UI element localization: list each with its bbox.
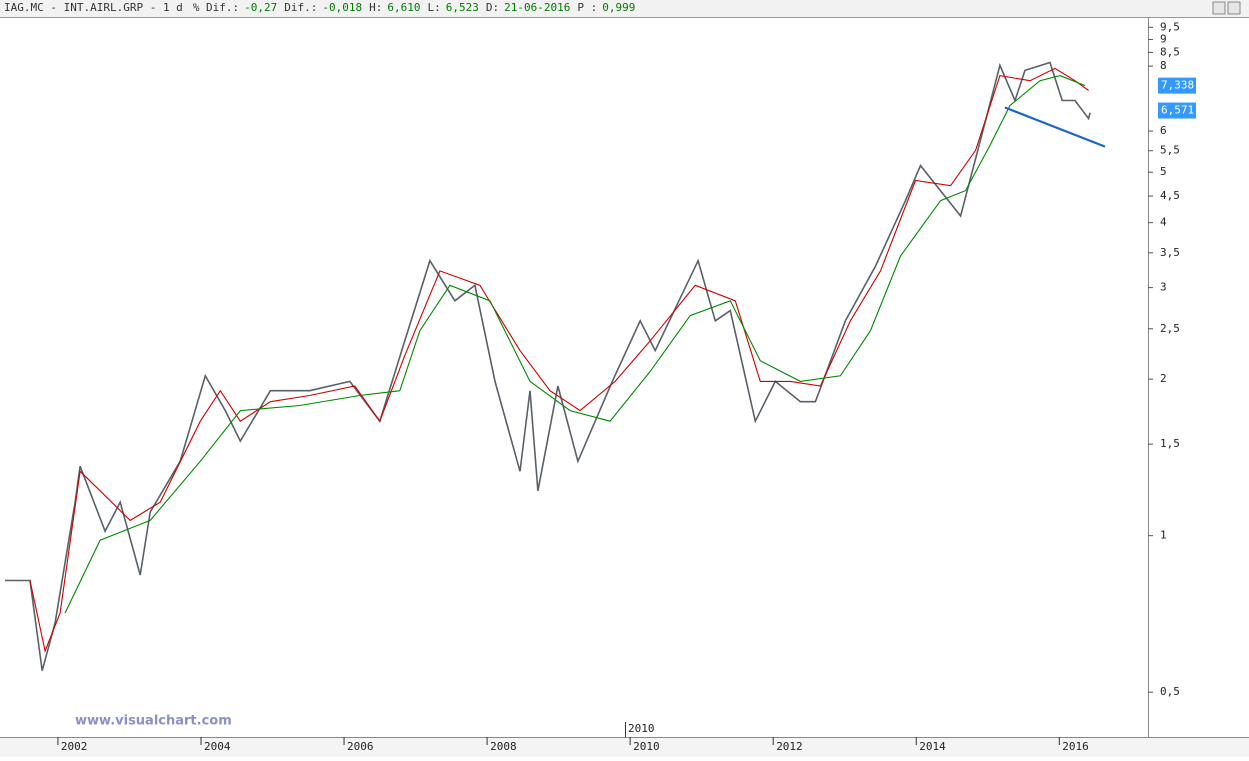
y-tick-label: 5	[1160, 165, 1167, 178]
x-tick-label: 2006	[347, 740, 374, 753]
field-label: Dif.:	[284, 1, 317, 14]
price-box	[1158, 102, 1196, 119]
field-value: 6,523	[446, 1, 479, 14]
x-tick-label: 2002	[61, 740, 88, 753]
y-tick-label: 9	[1160, 33, 1167, 46]
header-bar	[0, 0, 1249, 17]
price-label: 6,571	[1161, 104, 1194, 117]
field-value: 21-06-2016	[504, 1, 570, 14]
field-label: H:	[369, 1, 382, 14]
field-value: -0,018	[322, 1, 362, 14]
series-line	[29, 67, 1089, 653]
y-tick-label: 2	[1160, 372, 1167, 385]
y-tick-label: 1,5	[1160, 437, 1180, 450]
y-tick-label: 8	[1160, 59, 1167, 72]
field-label: D:	[486, 1, 499, 14]
y-tick-label: 4	[1160, 216, 1167, 229]
price-box	[1158, 77, 1196, 94]
x-tick-label: 2010	[633, 740, 660, 753]
field-label: % Dif.:	[193, 1, 239, 14]
y-tick-label: 6	[1160, 124, 1167, 137]
series-line	[64, 75, 1086, 614]
field-value: -0,27	[244, 1, 277, 14]
y-tick-label: 8,5	[1160, 45, 1180, 58]
minimize-button[interactable]	[1212, 1, 1226, 15]
field-value: 6,610	[387, 1, 420, 14]
x-tick-label: 2004	[204, 740, 231, 753]
y-tick-label: 2,5	[1160, 322, 1180, 335]
x-tick-label: 2016	[1062, 740, 1089, 753]
symbol: IAG.MC - INT.AIRL.GRP - 1 d	[4, 1, 183, 14]
x-axis-bar	[0, 737, 1249, 757]
y-tick-label: 0,5	[1160, 685, 1180, 698]
y-tick-label: 3	[1160, 281, 1167, 294]
cursor-label: 2010	[628, 722, 655, 735]
y-tick-label: 1	[1160, 529, 1167, 542]
x-tick-label: 2008	[490, 740, 517, 753]
watermark: www.visualchart.com	[75, 714, 232, 729]
field-label: P :	[577, 1, 597, 14]
trend-line	[1004, 106, 1106, 148]
price-label: 7,338	[1161, 79, 1194, 92]
x-tick-label: 2014	[919, 740, 946, 753]
y-tick-label: 9,5	[1160, 20, 1180, 33]
y-tick-label: 3,5	[1160, 246, 1180, 259]
y-tick-label: 5,5	[1160, 144, 1180, 157]
y-tick-label: 4,5	[1160, 189, 1180, 202]
header: IAG.MC - INT.AIRL.GRP - 1 d % Dif.: -0,27 D…	[4, 1, 635, 14]
x-tick-label: 2012	[776, 740, 803, 753]
close-button[interactable]	[1227, 1, 1241, 15]
field-value: 0,999	[602, 1, 635, 14]
field-label: L:	[428, 1, 441, 14]
